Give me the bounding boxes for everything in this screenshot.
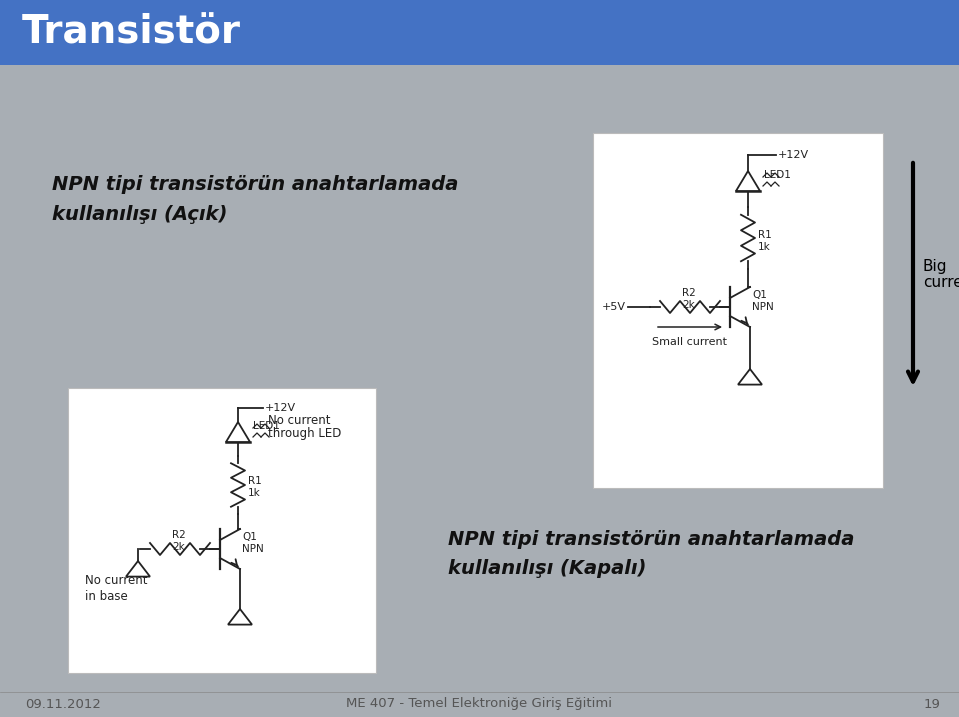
Text: NPN tipi transistörün anahtarlamada
kullanılışı (Kapalı): NPN tipi transistörün anahtarlamada kull… [448,530,854,579]
Text: 09.11.2012: 09.11.2012 [25,698,101,711]
Text: Small current: Small current [652,337,728,347]
Bar [0,0,959,65]
Polygon shape [226,422,250,442]
Text: in base: in base [85,589,128,602]
Text: through LED: through LED [268,427,341,440]
Text: +12V: +12V [265,403,296,413]
Polygon shape [738,369,762,384]
Text: Big: Big [923,259,947,274]
Text: 1k: 1k [248,488,261,498]
Polygon shape [126,561,150,576]
Polygon shape [228,609,252,625]
Text: R2: R2 [682,288,695,298]
Text: Transistör: Transistör [22,14,241,52]
Bar [593,133,883,488]
Polygon shape [736,171,760,191]
Text: LED1: LED1 [764,170,791,180]
Text: NPN: NPN [242,544,264,554]
Text: R1: R1 [248,476,262,486]
Text: 1k: 1k [758,242,771,252]
Text: 2k: 2k [682,300,694,310]
Text: +5V: +5V [602,302,626,312]
Text: NPN tipi transistörün anahtarlamada
kullanılışı (Açık): NPN tipi transistörün anahtarlamada kull… [52,175,458,224]
Text: Q1: Q1 [752,290,767,300]
Text: R2: R2 [172,530,186,540]
Text: LED1: LED1 [253,421,280,431]
Text: No current: No current [85,574,148,587]
Text: 19: 19 [924,698,940,711]
Text: ME 407 - Temel Elektroniğe Giriş Eğitimi: ME 407 - Temel Elektroniğe Giriş Eğitimi [346,698,612,711]
Text: +12V: +12V [778,150,809,160]
Text: NPN: NPN [752,302,774,312]
Bar [68,388,376,673]
Text: 2k: 2k [172,542,185,552]
Text: Q1: Q1 [242,532,257,542]
Text: R1: R1 [758,230,772,240]
Text: No current: No current [268,414,331,427]
Text: current: current [923,275,959,290]
